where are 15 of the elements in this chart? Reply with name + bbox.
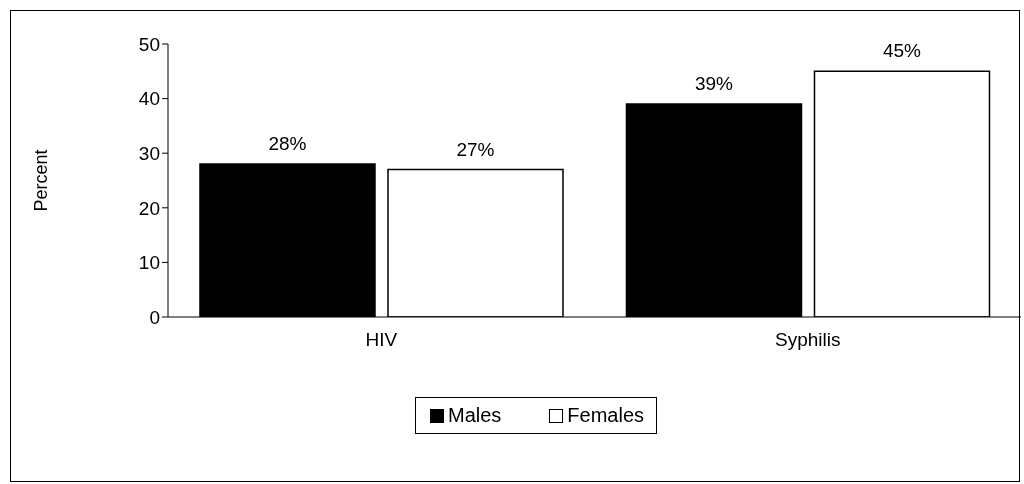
x-tick-label: HIV <box>365 329 398 351</box>
x-tick-label: Syphilis <box>775 329 841 351</box>
y-tick-label: 20 <box>138 197 160 219</box>
y-tick-label: 40 <box>138 88 160 110</box>
data-label: 45% <box>882 40 922 62</box>
data-label: 28% <box>268 133 307 155</box>
y-tick-label: 30 <box>138 142 160 164</box>
y-tick-label: 50 <box>138 33 160 55</box>
y-tick-label: 10 <box>138 252 160 274</box>
y-axis-title: Percent <box>31 149 52 212</box>
legend-label: Females <box>567 404 645 427</box>
y-tick-label: 0 <box>149 306 160 328</box>
data-label: 27% <box>456 138 495 160</box>
data-label: 39% <box>694 73 734 95</box>
legend-label: Males <box>447 404 502 427</box>
